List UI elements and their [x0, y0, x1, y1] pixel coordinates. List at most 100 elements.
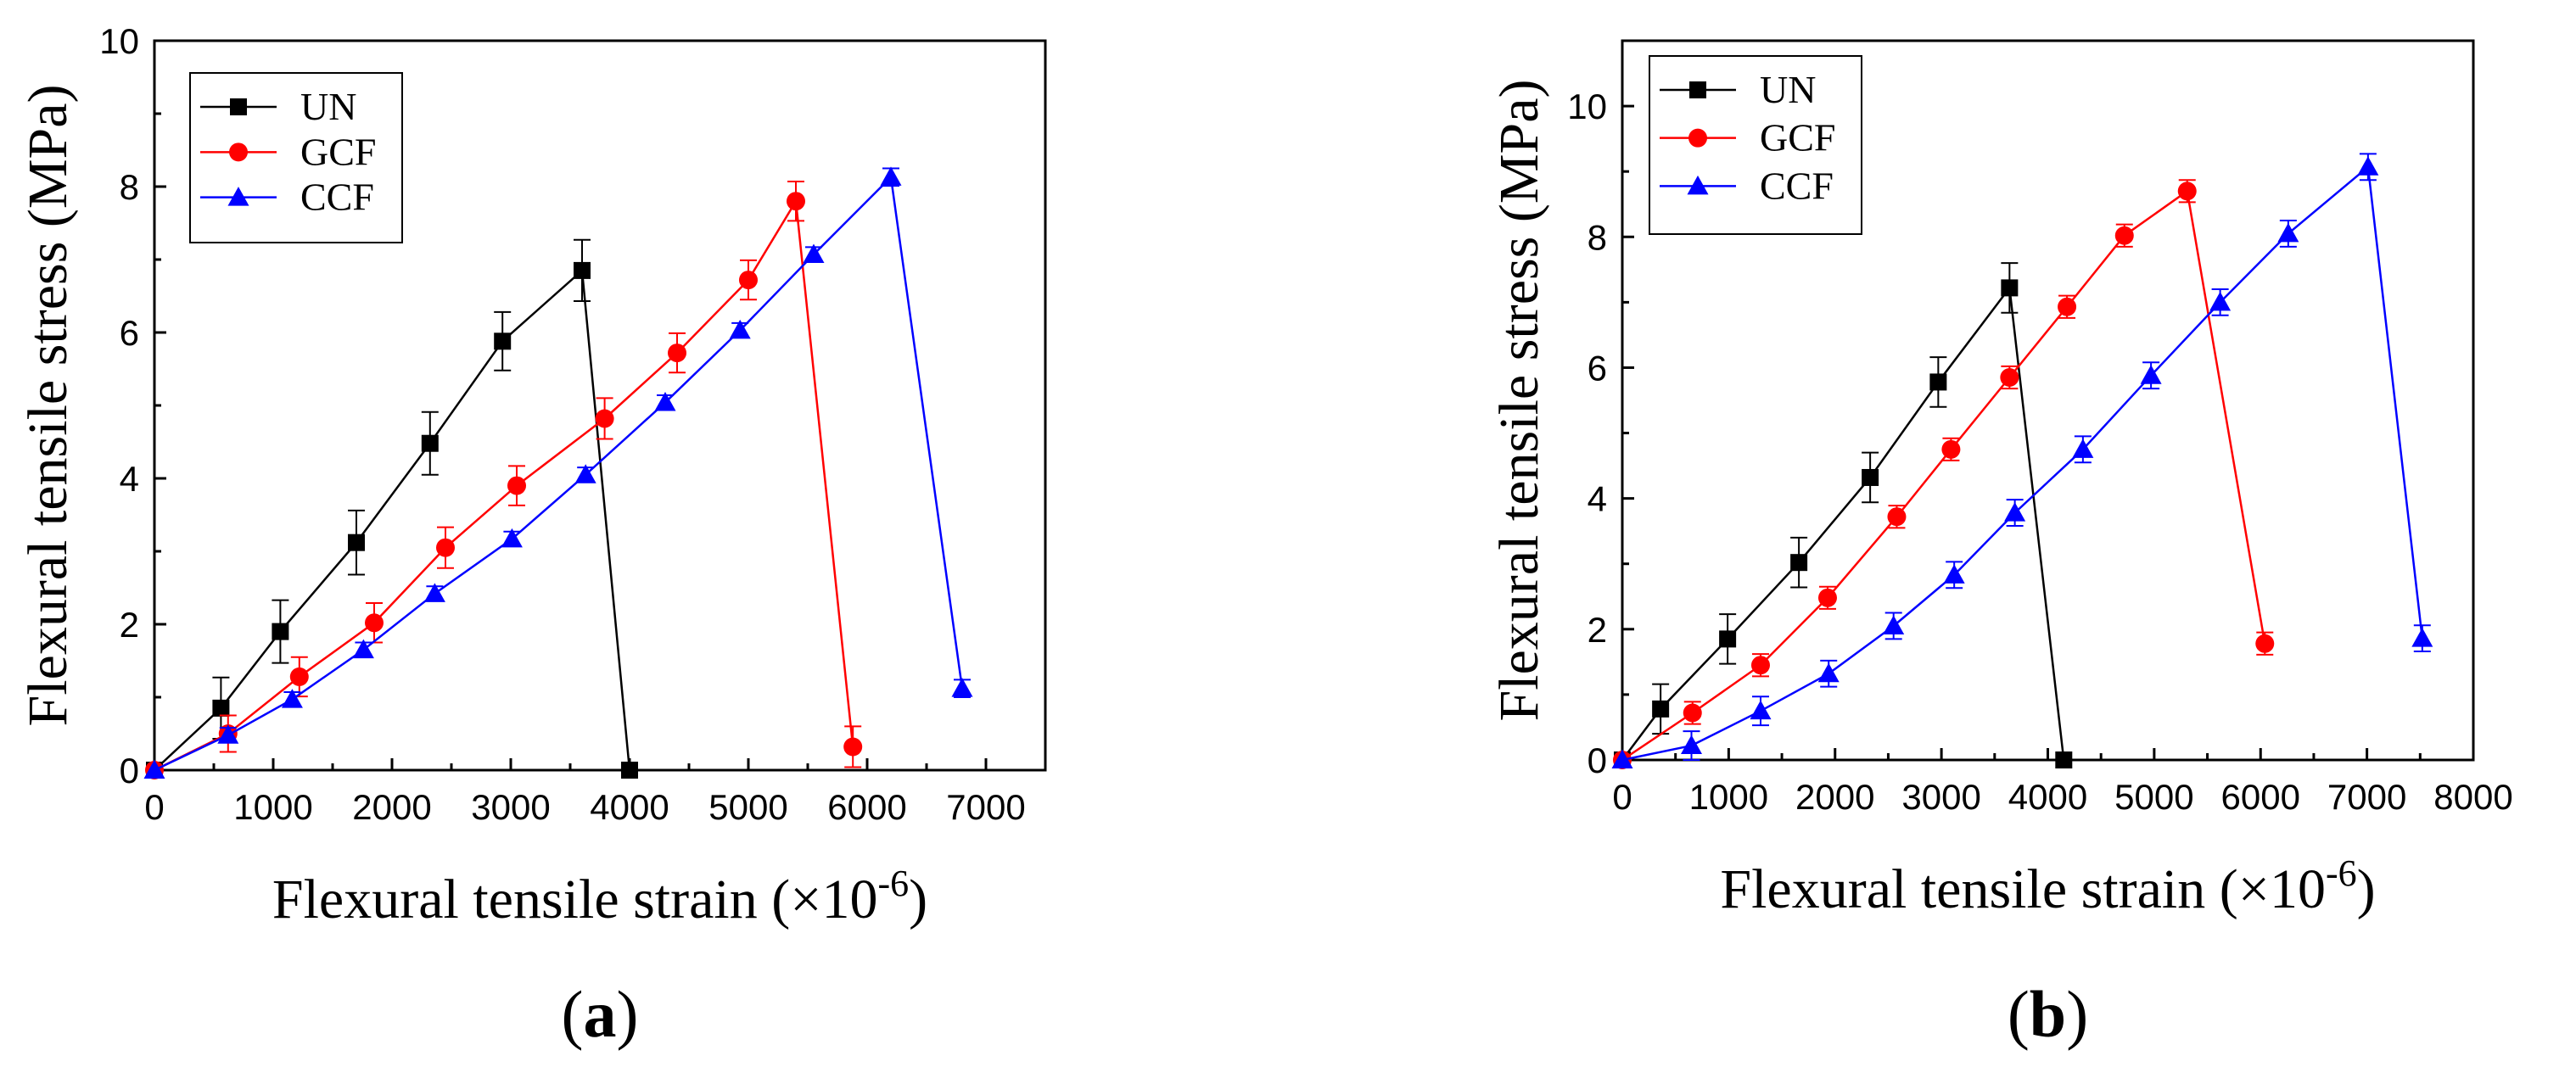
data-point: [1941, 439, 1961, 459]
data-point: [1680, 735, 1702, 755]
data-point: [143, 759, 165, 779]
data-point: [2055, 751, 2073, 768]
data-point: [1790, 554, 1808, 572]
data-point: [352, 639, 374, 659]
x-tick-label: 8000: [2433, 777, 2512, 817]
x-tick-label: 7000: [2327, 777, 2406, 817]
data-point: [2177, 182, 2197, 201]
x-tick-label: 3000: [471, 787, 550, 827]
data-point: [2277, 222, 2299, 243]
data-point: [2114, 226, 2134, 245]
data-point: [1817, 588, 1837, 607]
data-point: [1611, 749, 1633, 768]
data-point: [436, 538, 455, 557]
data-point: [1929, 373, 1947, 391]
data-point: [2000, 368, 2019, 388]
legend-label: UN: [300, 85, 356, 128]
legend-marker: [230, 98, 247, 115]
x-tick-label: 5000: [2114, 777, 2193, 817]
data-point: [423, 583, 445, 602]
legend-marker: [1689, 81, 1706, 98]
x-tick-label: 6000: [827, 787, 906, 827]
x-tick-label: 2000: [1795, 777, 1874, 817]
y-tick-label: 0: [1588, 740, 1607, 780]
data-point: [348, 534, 365, 551]
data-point: [2072, 439, 2094, 458]
series-line: [154, 268, 631, 771]
series-line: [1621, 189, 2266, 762]
data-point: [574, 464, 596, 483]
data-point: [1683, 703, 1702, 723]
y-tick-label: 2: [1588, 610, 1607, 650]
y-tick-label: 0: [120, 751, 139, 790]
legend-frame: [1649, 55, 1862, 235]
chart-panel-b: 0 1000 2000 3000 4000 5000 6000 7000 8000 0 2 4 6 8 10…: [1488, 39, 2513, 1051]
data-point: [1652, 700, 1670, 718]
legend: UN GCF CCF: [1649, 55, 1862, 235]
series-un: [146, 238, 638, 779]
y-axis-title: Flexural tensile stress (MPa): [1488, 79, 1550, 721]
series-ccf: [143, 166, 973, 779]
panel-label: (b): [2008, 977, 2088, 1051]
data-point: [2357, 156, 2379, 176]
data-point: [289, 667, 309, 686]
data-point: [1817, 662, 1840, 683]
y-tick-label: 6: [1588, 348, 1607, 388]
legend-marker: [1688, 128, 1707, 148]
legend-label: CCF: [1760, 164, 1834, 207]
data-point: [595, 409, 614, 428]
x-tick-label: 1000: [1689, 777, 1768, 817]
data-point: [574, 261, 591, 279]
x-tick-label: 3000: [1901, 777, 1980, 817]
y-tick-label: 2: [120, 605, 139, 645]
chart-panel-a: 0 1000 2000 3000 4000 5000 6000 7000 0 2 4 6 8 10 Flex…: [17, 21, 1047, 1051]
data-point: [212, 699, 230, 717]
data-point: [494, 332, 512, 350]
y-tick-label: 8: [1588, 217, 1607, 257]
data-point: [951, 678, 973, 697]
x-tick-label: 1000: [233, 787, 312, 827]
y-tick-label: 4: [120, 459, 139, 499]
data-point: [1862, 468, 1879, 486]
data-point: [281, 689, 303, 708]
panel-label: (a): [562, 977, 639, 1051]
data-point: [803, 243, 825, 263]
series-line: [154, 175, 964, 772]
y-tick-label: 8: [120, 167, 139, 207]
x-axis-title: Flexural tensile strain (×10-6): [1720, 852, 2375, 920]
x-tick-label: 6000: [2221, 777, 2300, 817]
data-point: [668, 344, 686, 363]
series-line: [1621, 165, 2424, 762]
data-point: [1719, 630, 1737, 648]
series-gcf: [1613, 179, 2275, 769]
x-tick-label: 0: [144, 787, 164, 827]
data-point: [421, 434, 439, 452]
x-tick-label: 0: [1612, 777, 1632, 817]
legend-label: CCF: [300, 176, 374, 219]
data-point: [654, 392, 676, 411]
y-tick-label: 4: [1588, 479, 1607, 519]
data-point: [1887, 507, 1907, 527]
legend-label: GCF: [300, 130, 376, 173]
legend-label: UN: [1760, 68, 1816, 111]
legend-label: GCF: [1760, 116, 1835, 159]
data-point: [2411, 628, 2433, 647]
x-tick-label: 4000: [2008, 777, 2087, 817]
x-axis-title: Flexural tensile strain (×10-6): [272, 863, 927, 930]
legend-marker: [229, 142, 248, 162]
data-point: [1750, 656, 1770, 675]
data-point: [729, 319, 751, 339]
legend-marker: [227, 187, 249, 206]
x-tick-label: 4000: [590, 787, 669, 827]
y-tick-label: 10: [1567, 87, 1607, 126]
data-point: [2058, 297, 2077, 316]
data-point: [507, 476, 526, 495]
data-point: [843, 737, 863, 757]
x-tick-label: 7000: [946, 787, 1025, 827]
y-tick-label: 6: [120, 313, 139, 353]
data-point: [1943, 564, 1965, 584]
data-point: [2001, 279, 2019, 297]
x-tick-label: 2000: [352, 787, 431, 827]
